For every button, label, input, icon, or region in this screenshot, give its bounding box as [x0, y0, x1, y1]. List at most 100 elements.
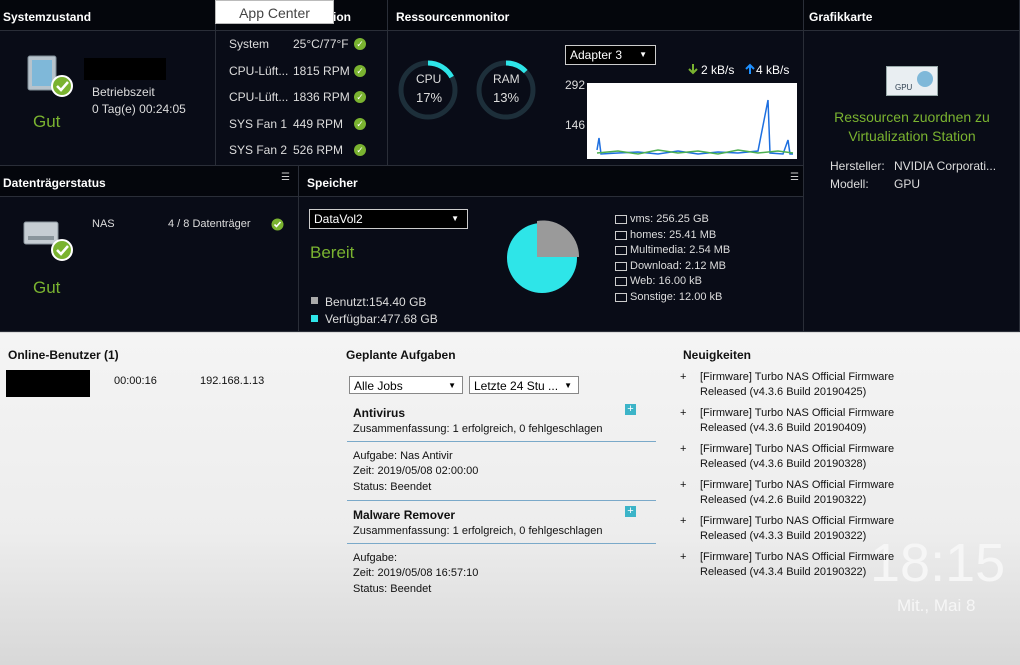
- panel-title: ion: [333, 10, 351, 24]
- task-detail: Aufgabe: Nas Antivir: [353, 450, 453, 462]
- pie-used: [537, 220, 580, 257]
- folder-icon: [615, 277, 627, 287]
- separator: [347, 500, 656, 501]
- storage-panel: Speicher ☰ DataVol2 ▼ Bereit Benutzt:154.4…: [299, 166, 804, 332]
- status: Gut: [33, 112, 61, 131]
- bullet: +: [680, 371, 687, 383]
- job-filter[interactable]: Alle Jobs ▼: [349, 376, 463, 394]
- folder-text: Multimedia: 2.54 MB: [630, 244, 731, 257]
- check: ✓: [354, 91, 366, 103]
- hw-value: 526 RPM: [293, 143, 344, 157]
- news-line[interactable]: [Firmware] Turbo NAS Official Firmware: [700, 443, 895, 455]
- folder-text: Web: 16.00 kB: [630, 275, 702, 288]
- fan: [917, 71, 933, 87]
- legend-swatch: [311, 297, 318, 304]
- disk-panel: Datenträgerstatus ☰ Gut NAS 4 / 8 Datentr…: [0, 166, 299, 332]
- hw-value: 1815 RPM: [293, 63, 350, 78]
- free: Verfügbar:477.68 GB: [325, 312, 438, 326]
- hw-value: 25°C/77°F: [293, 37, 349, 51]
- down-arrow: [688, 64, 698, 75]
- volume-select[interactable]: DataVol2 ▼: [309, 209, 468, 229]
- axis-label: 146: [565, 118, 586, 132]
- legend-swatch: [311, 315, 318, 322]
- task-summary: Zusammenfassung: 1 erfolgreich, 0 fehlge…: [353, 423, 603, 435]
- axis-label: 292: [565, 78, 586, 92]
- status: Gut: [33, 278, 61, 297]
- gpu-icon-text: GPU: [895, 83, 913, 92]
- gauges: [398, 60, 797, 159]
- bullet: +: [680, 515, 687, 527]
- panel-header: Ressourcenmonitor: [388, 0, 803, 31]
- check: ✓: [354, 117, 366, 130]
- redacted: [6, 370, 90, 397]
- folder-text: homes: 25.41 MB: [630, 228, 717, 241]
- panel-title: Datenträgerstatus: [3, 176, 106, 190]
- news-line[interactable]: [Firmware] Turbo NAS Official Firmware: [700, 371, 895, 383]
- expand-icon[interactable]: +: [625, 506, 636, 517]
- expand-icon[interactable]: +: [625, 404, 636, 415]
- range-filter[interactable]: Letzte 24 Stu ... ▼: [469, 376, 579, 394]
- gpu-link[interactable]: Ressourcen zuordnen zu Virtualization St…: [834, 109, 990, 144]
- hw-value: 1836 RPM: [293, 90, 350, 104]
- model-label: Modell:: [830, 177, 869, 191]
- up-arrow: [745, 63, 755, 74]
- net-line: [596, 149, 794, 155]
- news-line[interactable]: Released (v4.3.4 Build 20190322): [700, 566, 867, 578]
- separator: [347, 543, 656, 544]
- panel-title: Systemzustand: [3, 10, 92, 24]
- news-line[interactable]: Released (v4.3.3 Build 20190322): [700, 530, 867, 542]
- panel-header: Grafikkarte: [804, 0, 1019, 31]
- task-time: Zeit: 2019/05/08 16:57:10: [353, 567, 479, 579]
- check: ✓: [354, 64, 366, 77]
- nas-name: NAS: [92, 218, 115, 230]
- vendor: NVIDIA Corporati...: [894, 159, 997, 173]
- hardware-panel: ion System 25°C/77°F ✓ CPU-Lüft... 1815 RPM ✓…: [216, 0, 388, 166]
- task-name: Malware Remover: [353, 508, 456, 522]
- section-title: Online-Benutzer (1): [8, 348, 119, 362]
- uptime: 0 Tag(e) 00:24:05: [92, 102, 186, 116]
- news-line[interactable]: [Firmware] Turbo NAS Official Firmware: [700, 407, 895, 419]
- folder-icon: [615, 230, 627, 240]
- vendor-label: Hersteller:: [830, 159, 885, 173]
- resource-panel: Ressourcenmonitor CPU 17% RAM 13% Adapte…: [388, 0, 804, 166]
- check: ✓: [354, 38, 366, 50]
- gauge-label: CPU: [416, 72, 442, 86]
- gpu-panel: Grafikkarte GPU Ressourcen zuordnen zu V…: [804, 0, 1020, 332]
- clock-time: 18:15: [870, 533, 1006, 593]
- task-status: Status: Beendet: [353, 481, 432, 493]
- task-summary: Zusammenfassung: 1 erfolgreich, 0 fehlge…: [353, 525, 603, 537]
- check: ✓: [354, 144, 366, 156]
- gauge-value: 17%: [416, 90, 443, 105]
- select-text: Adapter 3: [570, 48, 623, 62]
- news-line[interactable]: Released (v4.2.6 Build 20190322): [700, 494, 867, 506]
- adapter-select[interactable]: Adapter 3 ▼: [565, 45, 656, 65]
- section-title: Neuigkeiten: [683, 348, 752, 362]
- news-line[interactable]: Released (v4.3.6 Build 20190328): [700, 458, 867, 470]
- news-line[interactable]: [Firmware] Turbo NAS Official Firmware: [700, 551, 895, 563]
- gauge-arc: [476, 60, 536, 120]
- user-time: 00:00:16: [114, 375, 157, 387]
- folder-icon: [615, 246, 627, 256]
- clock-date: Mit., Mai 8: [897, 596, 976, 615]
- panel-title: Grafikkarte: [809, 10, 873, 24]
- news-line[interactable]: [Firmware] Turbo NAS Official Firmware: [700, 515, 895, 527]
- section-title: Geplante Aufgaben: [346, 348, 456, 362]
- gauge-arc: [398, 60, 458, 120]
- check: [271, 218, 284, 231]
- news-line[interactable]: Released (v4.3.6 Build 20190425): [700, 386, 867, 398]
- volume-state: Bereit: [310, 243, 355, 262]
- select-text: DataVol2: [314, 212, 363, 226]
- panel-title: Speicher: [307, 176, 358, 190]
- hw-value: 449 RPM: [293, 116, 344, 131]
- hw-name: CPU-Lüft...: [229, 63, 289, 78]
- bullet: +: [680, 443, 687, 455]
- uptime-label: Betriebszeit: [92, 85, 155, 99]
- folder-text: Download: 2.12 MB: [630, 259, 726, 272]
- news-line[interactable]: [Firmware] Turbo NAS Official Firmware: [700, 479, 895, 491]
- news-line[interactable]: Released (v4.3.6 Build 20190409): [700, 422, 867, 434]
- net-chart-bg: [587, 83, 797, 159]
- upload-rate: 4 kB/s: [756, 63, 790, 77]
- folder-icon: [615, 261, 627, 271]
- hw-name: CPU-Lüft...: [229, 90, 289, 104]
